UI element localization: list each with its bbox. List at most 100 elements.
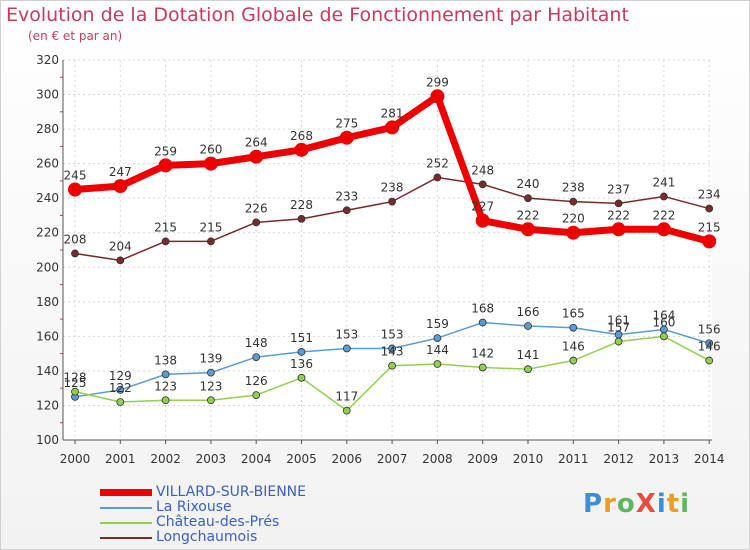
data-label: 117 xyxy=(335,390,358,404)
data-point xyxy=(433,173,442,182)
data-point xyxy=(475,213,490,228)
logo-letter: t xyxy=(666,489,681,519)
data-point xyxy=(297,348,306,356)
data-label: 123 xyxy=(154,379,177,393)
data-point xyxy=(342,344,351,353)
data-point xyxy=(71,249,79,258)
chart-title: Evolution de la Dotation Globale de Fonc… xyxy=(6,4,629,26)
data-label: 222 xyxy=(517,208,540,222)
x-tick-label: 2013 xyxy=(649,452,680,466)
data-point xyxy=(614,199,623,208)
data-point xyxy=(614,337,623,346)
legend-label: Château-des-Prés xyxy=(156,514,280,530)
data-label: 208 xyxy=(64,232,87,246)
data-label: 281 xyxy=(381,106,404,120)
data-point xyxy=(611,222,626,237)
data-label: 264 xyxy=(245,136,268,150)
x-tick-label: 2008 xyxy=(422,452,453,466)
data-label: 233 xyxy=(335,189,358,203)
x-tick-label: 2004 xyxy=(241,452,272,466)
y-tick-label: 180 xyxy=(36,295,59,309)
data-label: 159 xyxy=(426,317,449,331)
data-label: 143 xyxy=(381,345,404,359)
series-1 xyxy=(71,318,714,401)
data-label: 275 xyxy=(335,117,358,131)
data-point xyxy=(252,353,261,361)
y-tick-label: 120 xyxy=(36,398,59,412)
x-tick-label: 2003 xyxy=(196,452,227,466)
data-point xyxy=(339,130,354,145)
data-point xyxy=(203,156,218,171)
legend-item: VILLARD-SUR-BIENNE xyxy=(100,484,340,500)
x-tick-label: 2002 xyxy=(150,452,181,466)
y-tick-label: 100 xyxy=(36,433,59,447)
x-tick-label: 2001 xyxy=(105,452,136,466)
y-tick-label: 320 xyxy=(36,53,59,67)
data-point xyxy=(161,396,170,405)
data-point xyxy=(297,373,306,382)
data-point xyxy=(478,180,487,189)
data-point xyxy=(569,323,578,332)
data-point xyxy=(297,215,306,223)
data-label: 245 xyxy=(64,169,87,183)
data-point xyxy=(342,406,351,415)
data-label: 204 xyxy=(109,239,132,253)
data-label: 247 xyxy=(109,165,132,179)
y-tick-label: 220 xyxy=(36,226,59,240)
data-label: 260 xyxy=(199,143,222,157)
data-point xyxy=(433,360,442,368)
data-point xyxy=(252,391,261,399)
data-label: 268 xyxy=(290,129,313,143)
data-point xyxy=(113,179,128,194)
data-point xyxy=(524,322,532,330)
y-tick-label: 200 xyxy=(36,260,59,274)
data-label: 125 xyxy=(64,376,87,390)
data-point xyxy=(294,142,309,157)
data-point xyxy=(249,149,264,164)
data-label: 222 xyxy=(652,208,675,222)
data-point xyxy=(68,182,82,197)
data-point xyxy=(660,332,668,341)
data-point xyxy=(252,218,261,227)
data-label: 160 xyxy=(652,315,675,329)
data-label: 123 xyxy=(199,379,222,393)
data-point xyxy=(433,334,442,342)
data-label: 153 xyxy=(381,327,404,341)
data-label: 240 xyxy=(517,177,540,191)
data-label: 220 xyxy=(562,212,585,226)
x-tick-label: 2000 xyxy=(60,452,91,466)
data-label: 129 xyxy=(109,369,132,383)
data-point xyxy=(478,318,487,327)
logo-letter: i xyxy=(656,489,667,519)
data-point xyxy=(524,365,532,374)
legend-swatch xyxy=(100,507,152,509)
legend: VILLARD-SUR-BIENNE La Rixouse Château-de… xyxy=(100,484,340,545)
proxiti-logo: ProXiti xyxy=(583,489,690,519)
data-label: 227 xyxy=(471,200,494,214)
data-point xyxy=(388,197,397,206)
legend-label: Longchaumois xyxy=(156,529,258,545)
data-label: 122 xyxy=(109,381,132,395)
data-point xyxy=(206,237,215,246)
data-label: 238 xyxy=(381,181,404,195)
data-point xyxy=(161,370,170,379)
series-0 xyxy=(68,89,717,249)
data-label: 259 xyxy=(154,144,177,158)
legend-item: Longchaumois xyxy=(100,529,340,545)
data-point xyxy=(705,356,714,365)
data-label: 142 xyxy=(471,346,494,360)
data-label: 148 xyxy=(245,336,268,350)
data-label: 144 xyxy=(426,343,449,357)
legend-swatch xyxy=(100,522,152,524)
chart-subtitle: (en € et par an) xyxy=(28,29,123,43)
data-label: 139 xyxy=(199,352,222,366)
data-point xyxy=(161,237,170,246)
data-label: 222 xyxy=(607,208,630,222)
series-3 xyxy=(71,173,714,265)
data-label: 138 xyxy=(154,353,177,367)
data-point xyxy=(116,386,125,394)
data-label: 146 xyxy=(562,340,585,354)
data-label: 146 xyxy=(698,340,721,354)
logo-letter: o xyxy=(616,489,636,519)
x-tick-label: 2006 xyxy=(332,452,363,466)
